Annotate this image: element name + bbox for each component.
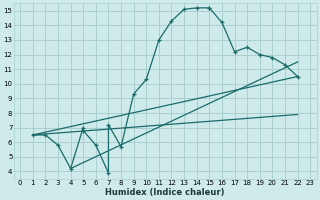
X-axis label: Humidex (Indice chaleur): Humidex (Indice chaleur) xyxy=(106,188,225,197)
